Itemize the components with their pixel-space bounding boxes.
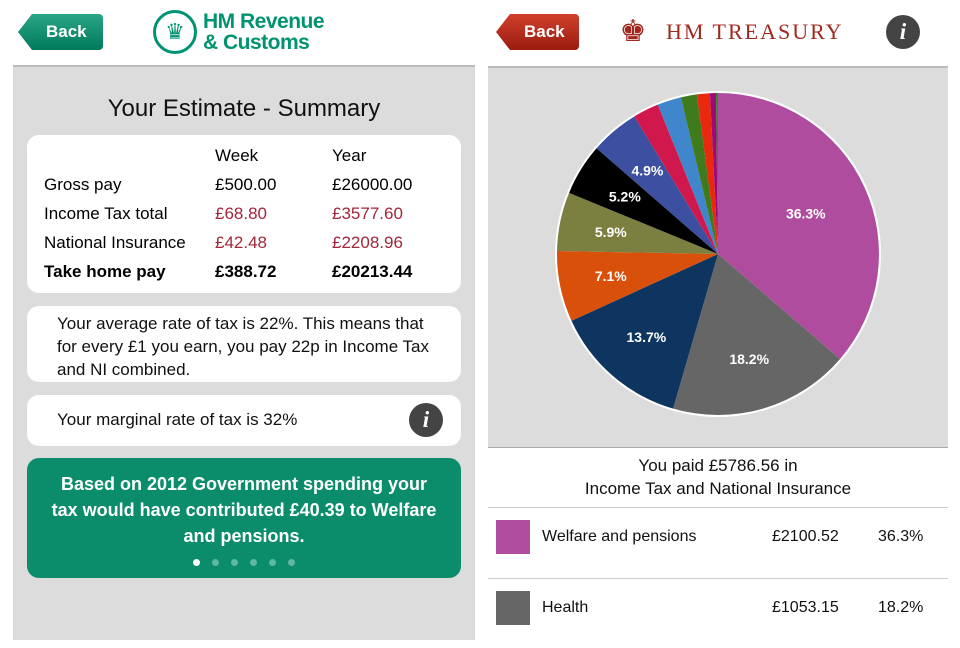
pie-slice[interactable] [569, 148, 718, 254]
color-swatch [496, 520, 530, 554]
page-dot[interactable] [288, 559, 295, 566]
column-header-year: Year [332, 145, 367, 165]
cell-label: Gross pay [44, 174, 122, 194]
page-dot[interactable] [212, 559, 219, 566]
cell-year: £3577.60 [332, 203, 403, 223]
back-button[interactable]: Back [18, 14, 103, 50]
pie-slice[interactable] [718, 93, 879, 359]
cell-year: £2208.96 [332, 232, 403, 252]
pie-slice[interactable] [680, 94, 718, 254]
hmrc-logo: ♛ HM Revenue & Customs [153, 10, 325, 54]
cell-week: £388.72 [215, 261, 277, 281]
slice-label: 5.9% [595, 224, 627, 240]
page-dot[interactable] [193, 559, 200, 566]
summary-table-card: Week Year Gross pay £500.00 £26000.00 Income… [27, 135, 461, 293]
crown-icon: ♛ [153, 10, 197, 54]
spending-pie-chart: 36.3% 18.2% 13.7% 7.1% 5.9% 5.2% 4.9% [555, 91, 881, 417]
back-button[interactable]: Back [496, 14, 579, 50]
column-header-week: Week [215, 145, 259, 165]
list-item[interactable]: Health £1053.15 18.2% [488, 578, 948, 648]
page-title: Your Estimate - Summary [107, 95, 381, 122]
page-dot[interactable] [250, 559, 257, 566]
royal-crest-icon: ♚ [619, 15, 647, 48]
pie-slice[interactable] [596, 116, 718, 254]
logo-line-1: HM Revenue [203, 10, 325, 33]
table-row: National Insurance £42.48 £2208.96 [44, 228, 412, 257]
slice-label: 13.7% [627, 329, 667, 345]
cell-week: £68.80 [215, 203, 267, 223]
marginal-rate-card: Your marginal rate of tax is 32% i [27, 395, 461, 446]
pie-slice[interactable] [673, 254, 841, 415]
pie-slice[interactable] [557, 192, 718, 254]
info-icon[interactable]: i [886, 15, 920, 49]
item-percent: 18.2% [878, 599, 924, 616]
pie-slice[interactable] [571, 254, 718, 409]
table-row: Income Tax total £68.80 £3577.60 [44, 199, 412, 228]
treasury-panel: Back ♚ HM TREASURY i 36.3% 18.2% 13.7% 7.1%… [488, 0, 960, 640]
slice-label: 18.2% [729, 351, 769, 367]
page-dot[interactable] [269, 559, 276, 566]
spending-text: Based on 2012 Government spending your t… [51, 474, 437, 546]
logo-line-2: & Customs [203, 31, 310, 54]
paid-line-1: You paid £5786.56 in [638, 456, 798, 475]
color-swatch [496, 591, 530, 625]
paid-summary: You paid £5786.56 in Income Tax and Nati… [488, 454, 948, 500]
table-row: Take home pay £388.72 £20213.44 [44, 257, 412, 286]
paid-line-2: Income Tax and National Insurance [584, 479, 852, 498]
cell-label: National Insurance [44, 232, 186, 252]
treasury-logo-text: HM TREASURY [666, 19, 844, 44]
summary-table: Week Year Gross pay £500.00 £26000.00 Income… [44, 141, 412, 286]
cell-year: £26000.00 [332, 174, 413, 194]
pie-slice[interactable] [634, 104, 718, 254]
summary-area: Your Estimate - Summary Week Year Gross p… [13, 65, 475, 640]
list-item[interactable]: Welfare and pensions £2100.52 36.3% [488, 507, 948, 577]
spending-banner: Based on 2012 Government spending your t… [27, 458, 461, 578]
item-amount: £2100.52 [772, 528, 839, 545]
cell-year: £20213.44 [332, 261, 413, 281]
chart-area: 36.3% 18.2% 13.7% 7.1% 5.9% 5.2% 4.9% [488, 66, 948, 448]
cell-week: £42.48 [215, 232, 267, 252]
average-rate-card: Your average rate of tax is 22%. This me… [27, 306, 461, 382]
slice-label: 4.9% [631, 162, 663, 178]
pie-slice[interactable] [715, 93, 718, 254]
marginal-rate-text: Your marginal rate of tax is 32% [57, 410, 298, 429]
pie-slice[interactable] [657, 97, 718, 254]
slice-label: 5.2% [609, 189, 641, 205]
page-indicator[interactable] [27, 559, 461, 566]
slice-label: 36.3% [786, 206, 826, 222]
cell-label: Income Tax total [44, 203, 168, 223]
treasury-logo: ♚ HM TREASURY [608, 10, 843, 54]
item-amount: £1053.15 [772, 599, 839, 616]
item-name: Welfare and pensions [542, 528, 697, 545]
item-percent: 36.3% [878, 528, 924, 545]
slice-label: 7.1% [595, 268, 627, 284]
cell-label: Take home pay [44, 261, 166, 281]
pie-slice[interactable] [709, 93, 718, 254]
pie-slice[interactable] [696, 93, 718, 254]
hmrc-panel: Back ♛ HM Revenue & Customs Your Estimate… [0, 0, 480, 640]
cell-week: £500.00 [215, 174, 277, 194]
pie-slice[interactable] [557, 250, 718, 321]
table-row: Gross pay £500.00 £26000.00 [44, 170, 412, 199]
info-icon[interactable]: i [409, 403, 443, 437]
item-name: Health [542, 599, 589, 616]
page-dot[interactable] [231, 559, 238, 566]
